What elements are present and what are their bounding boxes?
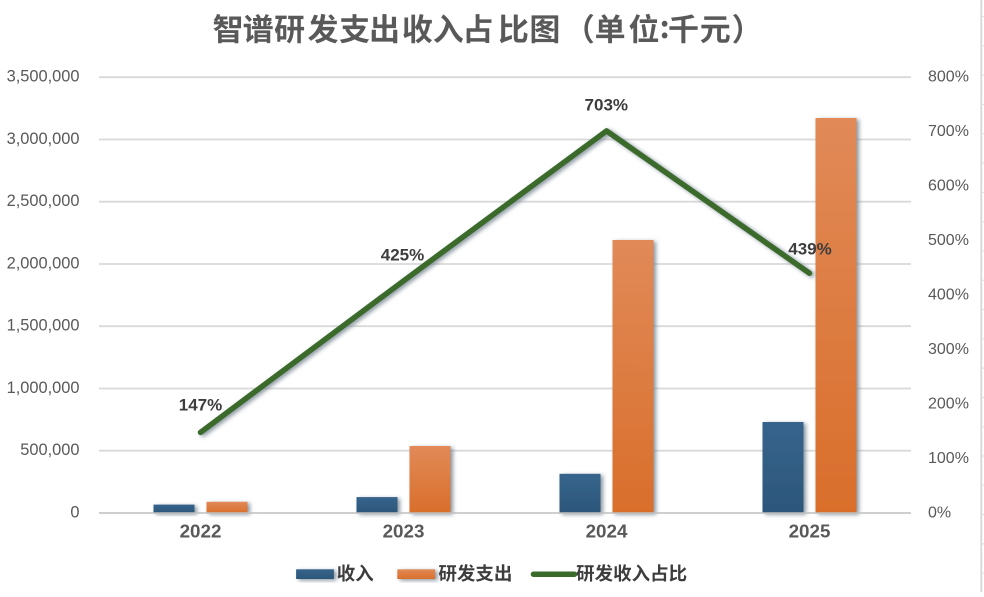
svg-text:200%: 200% xyxy=(928,395,969,412)
svg-text:1,000,000: 1,000,000 xyxy=(7,379,80,397)
svg-text:500%: 500% xyxy=(928,232,969,249)
svg-text:1,500,000: 1,500,000 xyxy=(7,317,80,335)
svg-text:700%: 700% xyxy=(928,123,969,140)
svg-text:0%: 0% xyxy=(928,504,951,521)
svg-text:300%: 300% xyxy=(928,341,969,358)
svg-text:147%: 147% xyxy=(179,396,222,415)
svg-text:2,500,000: 2,500,000 xyxy=(7,192,80,210)
svg-text:0: 0 xyxy=(70,503,79,521)
svg-text:100%: 100% xyxy=(928,450,969,467)
svg-text:600%: 600% xyxy=(928,178,969,195)
svg-text:2,000,000: 2,000,000 xyxy=(7,254,80,272)
svg-text:400%: 400% xyxy=(928,287,969,304)
svg-text:3,500,000: 3,500,000 xyxy=(7,68,80,86)
svg-text:3,000,000: 3,000,000 xyxy=(7,130,80,148)
svg-text:425%: 425% xyxy=(381,246,424,265)
svg-text:2024: 2024 xyxy=(586,521,628,542)
svg-text:500,000: 500,000 xyxy=(20,441,79,459)
svg-text:439%: 439% xyxy=(788,240,831,259)
svg-text:703%: 703% xyxy=(585,96,628,115)
svg-text:2022: 2022 xyxy=(180,521,222,542)
svg-text:2025: 2025 xyxy=(789,521,831,542)
svg-text:800%: 800% xyxy=(928,69,969,86)
svg-text:2023: 2023 xyxy=(383,521,425,542)
